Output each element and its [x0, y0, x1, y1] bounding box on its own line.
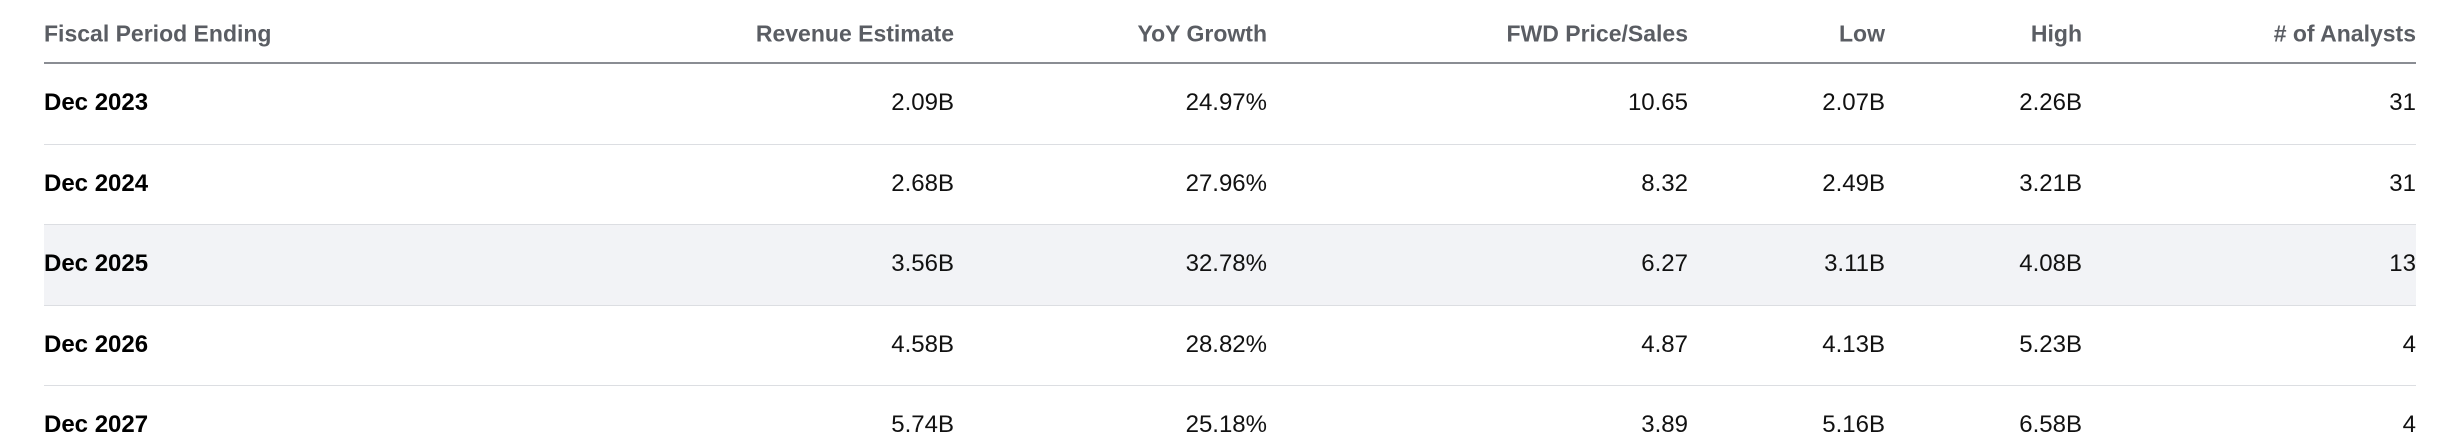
value: 5.23B — [2019, 330, 2082, 358]
period: Dec 2024 — [44, 169, 149, 197]
value: 24.97% — [1185, 89, 1267, 117]
value: 3.11B — [1824, 250, 1885, 278]
row-rule — [44, 385, 2416, 386]
value: 6.58B — [2019, 411, 2082, 439]
value: 28.82% — [1185, 330, 1267, 358]
column-header: Revenue Estimate — [755, 20, 954, 47]
period: Dec 2023 — [44, 89, 149, 117]
value: 4.08B — [2019, 250, 2082, 278]
value: 2.26B — [2019, 89, 2082, 117]
column-header: Low — [1839, 20, 1885, 47]
period: Dec 2027 — [44, 411, 149, 439]
column-header: # of Analysts — [2273, 20, 2416, 47]
value: 5.16B — [1822, 411, 1885, 439]
value: 2.07B — [1822, 89, 1885, 117]
row-highlight — [44, 224, 2416, 305]
value: 4.87 — [1641, 330, 1688, 358]
value: 31 — [2389, 169, 2416, 197]
value: 4.58B — [891, 330, 954, 358]
value: 27.96% — [1185, 169, 1267, 197]
value: 10.65 — [1627, 89, 1688, 117]
value: 13 — [2389, 250, 2416, 278]
value: 25.18% — [1185, 411, 1267, 439]
row-rule — [44, 143, 2416, 145]
period: Dec 2026 — [44, 330, 149, 358]
row-rule — [44, 224, 2416, 225]
value: 2.09B — [891, 89, 954, 117]
value: 6.27 — [1641, 250, 1688, 278]
row-rule — [44, 304, 2416, 306]
value: 4 — [2402, 330, 2416, 358]
value: 3.89 — [1641, 411, 1688, 439]
value: 32.78% — [1185, 250, 1267, 278]
value: 2.68B — [891, 169, 954, 197]
value: 3.56B — [891, 250, 954, 278]
value: 8.32 — [1641, 169, 1688, 197]
value: 4 — [2402, 411, 2416, 439]
column-header: FWD Price/Sales — [1506, 20, 1688, 47]
column-header: YoY Growth — [1137, 20, 1268, 47]
column-header: Fiscal Period Ending — [44, 20, 272, 47]
value: 5.74B — [891, 411, 954, 439]
value: 3.21B — [2019, 169, 2082, 197]
column-header: High — [2030, 20, 2082, 47]
value: 2.49B — [1822, 169, 1885, 197]
value: 31 — [2389, 89, 2416, 117]
period: Dec 2025 — [44, 250, 149, 278]
header-rule — [44, 62, 2416, 64]
value: 4.13B — [1822, 330, 1885, 358]
